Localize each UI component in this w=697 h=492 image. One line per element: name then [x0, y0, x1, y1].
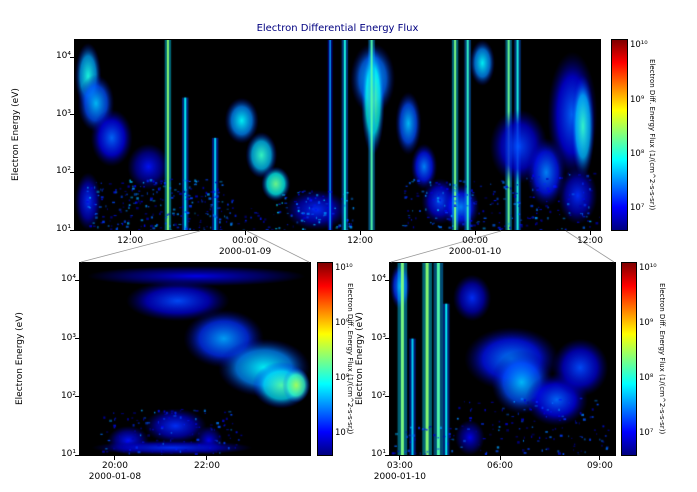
x-tick-mark [399, 456, 401, 460]
colorbar-tick-label: 10⁸ [630, 149, 645, 159]
y-tick-label: 10¹ [370, 449, 386, 459]
y-tick-mark [385, 454, 389, 456]
x-tick-mark [129, 231, 131, 235]
panel-zoom-jan08 [79, 262, 311, 456]
y-tick-mark [385, 279, 389, 281]
colorbar-tick-label: 10⁸ [639, 373, 654, 384]
y-tick-label: 10⁴ [60, 274, 76, 285]
colorbar-zoom-jan08 [317, 262, 333, 456]
spectrogram-canvas-zoom-jan08 [80, 263, 310, 455]
y-axis-label-zoom-jan08: Electron Energy (eV) [15, 312, 25, 406]
x-tick-mark [474, 231, 476, 235]
y-tick-label: 10⁴ [370, 274, 386, 285]
y-tick-label: 10⁴ [55, 51, 71, 62]
y-tick-mark [75, 338, 79, 340]
x-axis-date-label: 2000-01-10 [373, 472, 427, 482]
colorbar-tick-label: 10⁷ [335, 428, 350, 439]
x-tick-mark [359, 231, 361, 235]
y-tick-label: 10² [55, 166, 71, 177]
x-tick-label: 06:00 [487, 461, 513, 471]
x-tick-mark [499, 456, 501, 460]
y-tick-label: 10² [60, 390, 76, 401]
spectrogram-canvas-overview [75, 40, 600, 230]
y-tick-mark [70, 56, 74, 58]
y-axis-label-zoom-jan10: Electron Energy (eV) [355, 312, 365, 406]
colorbar-label-zoom-jan10: Electron Diff. Energy Flux (1/(cm^2-s-s-… [658, 283, 666, 435]
x-tick-label: 00:00 [462, 236, 489, 246]
x-tick-mark [599, 456, 601, 460]
colorbar-label-overview: Electron Diff. Energy Flux (1/(cm^2-s-s-… [648, 59, 656, 211]
colorbar-label-zoom-jan08: Electron Diff. Energy Flux (1/(cm^2-s-s-… [346, 283, 354, 435]
y-tick-label: 10³ [60, 332, 76, 343]
x-tick-mark [206, 456, 208, 460]
x-tick-label: 00:00 [232, 236, 259, 246]
x-tick-label: 12:00 [577, 236, 603, 246]
colorbar-overview [611, 39, 628, 231]
panel-zoom-jan10 [389, 262, 616, 456]
y-tick-mark [70, 229, 74, 231]
colorbar-tick-label: 10⁹ [335, 318, 350, 329]
x-axis-date-label: 2000-01-09 [218, 247, 272, 257]
colorbar-tick-label: 10¹⁰ [335, 263, 353, 274]
y-tick-mark [75, 396, 79, 398]
colorbar-tick-label: 10⁷ [630, 203, 645, 214]
y-tick-label: 10³ [55, 108, 71, 119]
colorbar-tick-label: 10¹⁰ [639, 263, 657, 274]
colorbar-tick-label: 10⁹ [639, 318, 654, 329]
x-axis-date-label: 2000-01-10 [448, 247, 502, 257]
y-tick-mark [70, 114, 74, 116]
chart-title: Electron Differential Energy Flux [256, 23, 419, 34]
spectrogram-canvas-zoom-jan10 [390, 263, 615, 455]
x-tick-mark [589, 231, 591, 235]
x-axis-date-label: 2000-01-08 [88, 472, 142, 482]
colorbar-tick-label: 10⁸ [335, 373, 350, 384]
x-tick-mark [114, 456, 116, 460]
colorbar-tick-label: 10¹⁰ [630, 40, 648, 51]
x-tick-label: 20:00 [101, 461, 128, 471]
x-tick-mark [244, 231, 246, 235]
y-tick-mark [70, 171, 74, 173]
y-tick-label: 10² [370, 390, 386, 401]
colorbar-tick-label: 10⁹ [630, 94, 645, 105]
colorbar-zoom-jan10 [621, 262, 637, 456]
x-tick-label: 12:00 [117, 236, 144, 246]
colorbar-tick-label: 10⁷ [639, 428, 654, 439]
y-tick-label: 10¹ [60, 449, 76, 459]
y-tick-mark [75, 279, 79, 281]
y-tick-label: 10³ [370, 332, 386, 343]
x-tick-label: 09:00 [586, 461, 613, 471]
x-tick-label: 03:00 [386, 461, 413, 471]
y-axis-label-overview: Electron Energy (eV) [11, 88, 21, 182]
y-tick-mark [385, 396, 389, 398]
x-tick-label: 12:00 [347, 236, 374, 246]
y-tick-mark [75, 454, 79, 456]
y-tick-label: 10¹ [55, 224, 71, 234]
x-tick-label: 22:00 [193, 461, 220, 471]
panel-overview [74, 39, 601, 231]
y-tick-mark [385, 338, 389, 340]
